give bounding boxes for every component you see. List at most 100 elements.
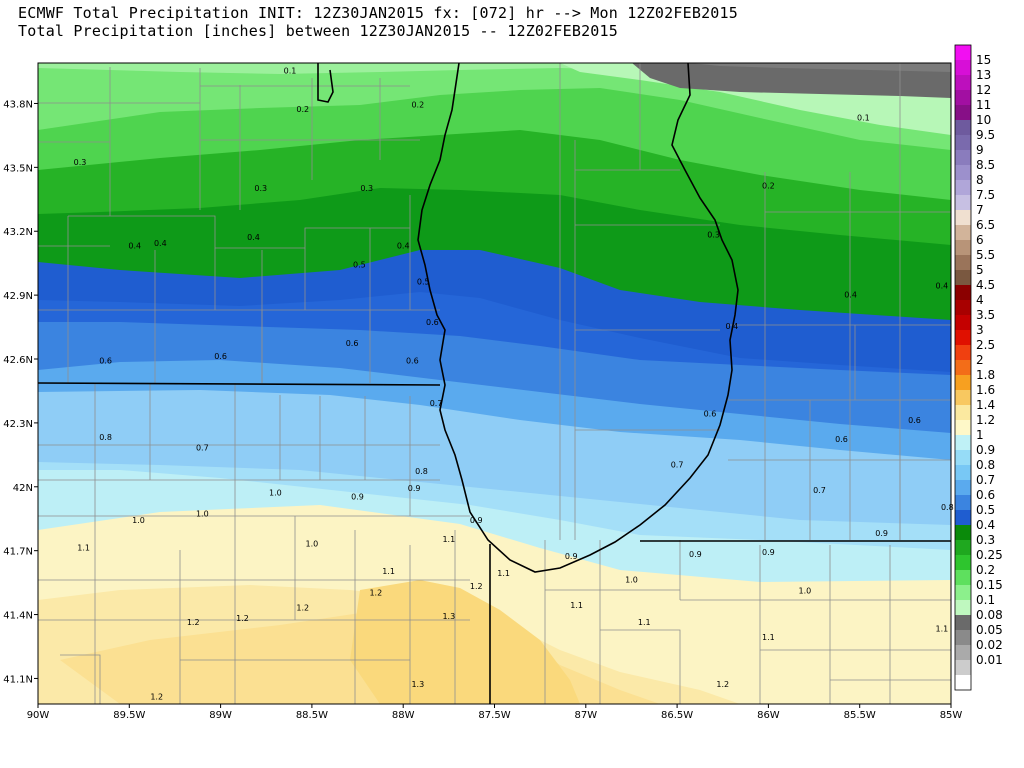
contour-label: 0.6 (704, 410, 717, 419)
state-and-coast-borders (38, 63, 951, 704)
y-tick-label: 43.2N (3, 227, 33, 238)
colorbar-label: 1.2 (976, 413, 995, 427)
colorbar-swatch (955, 285, 971, 300)
y-tick-label: 43.8N (3, 99, 33, 110)
colorbar-label: 8.5 (976, 158, 995, 172)
contour-label: 0.6 (346, 339, 359, 348)
contour-label: 0.4 (247, 233, 260, 242)
y-tick-label: 42.3N (3, 419, 33, 430)
colorbar-label: 2 (976, 353, 984, 367)
colorbar-swatch (955, 270, 971, 285)
colorbar-label: 0.15 (976, 578, 1003, 592)
colorbar-swatch (955, 675, 971, 690)
contour-label: 1.2 (187, 618, 200, 627)
contour-label: 1.3 (411, 680, 424, 689)
contour-label: 0.7 (430, 399, 443, 408)
contour-label: 1.1 (382, 567, 395, 576)
contour-label: 1.3 (442, 612, 455, 621)
contour-label: 0.4 (397, 241, 410, 250)
colorbar-label: 3 (976, 323, 984, 337)
y-tick-label: 41.4N (3, 611, 33, 622)
colorbar-swatch (955, 645, 971, 660)
contour-label: 0.2 (296, 105, 309, 114)
map-title: ECMWF Total Precipitation INIT: 12Z30JAN… (18, 4, 738, 22)
colorbar-label: 1.8 (976, 368, 995, 382)
colorbar-label: 0.25 (976, 548, 1003, 562)
colorbar-label: 12 (976, 83, 991, 97)
colorbar-label: 9.5 (976, 128, 995, 142)
colorbar-swatch (955, 210, 971, 225)
colorbar-label: 0.6 (976, 488, 995, 502)
contour-label: 0.2 (411, 101, 424, 110)
contour-label: 0.3 (707, 231, 720, 240)
x-tick-label: 89.5W (113, 710, 145, 721)
x-tick-label: 85W (940, 710, 963, 721)
colorbar-swatch (955, 615, 971, 630)
colorbar-swatch (955, 570, 971, 585)
colorbar-label: 0.01 (976, 653, 1003, 667)
contour-label: 0.5 (417, 277, 430, 286)
colorbar-swatch (955, 420, 971, 435)
colorbar-swatch (955, 255, 971, 270)
contour-label: 0.2 (762, 182, 775, 191)
contour-label: 1.2 (369, 588, 382, 597)
colorbar-label: 4 (976, 293, 984, 307)
colorbar-swatch (955, 465, 971, 480)
colorbar-swatch (955, 375, 971, 390)
colorbar-swatch (955, 225, 971, 240)
colorbar-label: 0.5 (976, 503, 995, 517)
colorbar-swatch (955, 90, 971, 105)
colorbar-label: 0.2 (976, 563, 995, 577)
contour-label: 1.2 (296, 603, 309, 612)
colorbar-label: 3.5 (976, 308, 995, 322)
x-tick-label: 88W (392, 710, 415, 721)
colorbar: 15131211109.598.587.576.565.554.543.532.… (954, 44, 1003, 691)
colorbar-label: 1.6 (976, 383, 995, 397)
contour-label: 1.1 (936, 625, 949, 634)
x-tick-label: 85.5W (844, 710, 876, 721)
x-tick-label: 88.5W (296, 710, 328, 721)
colorbar-swatch (955, 555, 971, 570)
colorbar-label: 0.02 (976, 638, 1003, 652)
colorbar-label: 4.5 (976, 278, 995, 292)
contour-label: 0.4 (936, 282, 949, 291)
colorbar-swatch (955, 45, 971, 60)
colorbar-swatch (955, 480, 971, 495)
colorbar-swatch (955, 435, 971, 450)
contour-label: 0.8 (941, 503, 954, 512)
contour-label: 0.3 (360, 184, 373, 193)
y-tick-label: 41.7N (3, 547, 33, 558)
contour-label: 0.9 (408, 484, 421, 493)
contour-label: 0.9 (565, 552, 578, 561)
y-tick-label: 42N (13, 483, 33, 494)
contour-label: 0.7 (196, 444, 209, 453)
x-axis: 90W 89.5W 89W 88.5W 88W 87.5W 87W 86.5W 86W 85.5W… (27, 704, 963, 721)
colorbar-label: 0.7 (976, 473, 995, 487)
x-tick-label: 89W (209, 710, 232, 721)
colorbar-swatch (955, 195, 971, 210)
colorbar-swatch (955, 510, 971, 525)
y-axis: 43.8N 43.5N 43.2N 42.9N 42.6N 42.3N 42N 41.7N 41… (3, 99, 38, 685)
colorbar-label: 0.8 (976, 458, 995, 472)
colorbar-swatch (955, 390, 971, 405)
colorbar-swatch (955, 135, 971, 150)
contour-label: 1.2 (716, 680, 729, 689)
colorbar-label: 5 (976, 263, 984, 277)
contour-label: 0.4 (726, 322, 739, 331)
colorbar-swatch (955, 330, 971, 345)
colorbar-swatch (955, 120, 971, 135)
colorbar-label: 7.5 (976, 188, 995, 202)
colorbar-label: 13 (976, 68, 991, 82)
y-tick-label: 43.5N (3, 163, 33, 174)
colorbar-label: 10 (976, 113, 991, 127)
colorbar-label: 15 (976, 53, 991, 67)
contour-labels: 0.1 0.2 0.2 0.1 0.3 0.3 0.3 0.2 0.3 0.4 0.4 0.4 0.5 0… (74, 67, 954, 702)
colorbar-label: 0.1 (976, 593, 995, 607)
colorbar-swatch (955, 630, 971, 645)
contour-label: 1.1 (497, 569, 510, 578)
contour-label: 0.6 (214, 352, 227, 361)
contour-label: 0.8 (415, 467, 428, 476)
colorbar-swatch (955, 165, 971, 180)
contour-label: 0.6 (908, 416, 921, 425)
